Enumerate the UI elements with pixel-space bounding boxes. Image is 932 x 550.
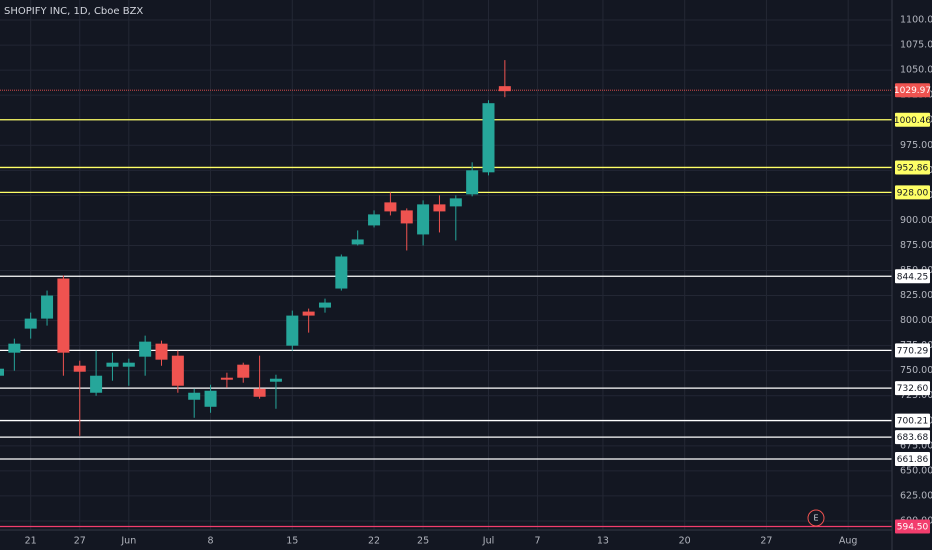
x-tick-label: 15 — [286, 536, 298, 547]
candles — [0, 60, 511, 436]
candle-body — [269, 378, 282, 382]
candle-body — [90, 375, 103, 393]
x-tick-label: Jun — [120, 536, 136, 547]
candle-body — [41, 295, 54, 319]
candle-body — [8, 343, 21, 353]
level-label: 700.21 — [897, 417, 929, 427]
candle-body — [253, 388, 266, 397]
y-tick-label: 1050.00 — [900, 65, 932, 76]
level-label-box — [895, 519, 930, 534]
candle-body — [400, 210, 413, 224]
level-label-box — [895, 112, 930, 127]
level-label-box — [895, 343, 930, 358]
y-tick-label: 750.00 — [900, 365, 932, 376]
earnings-icon[interactable] — [807, 509, 825, 527]
y-tick-label: 900.00 — [900, 215, 932, 226]
level-label: 683.68 — [897, 433, 929, 443]
y-tick-label: 650.00 — [900, 465, 932, 476]
candle-body — [0, 368, 4, 376]
y-tick-label: 675.00 — [900, 440, 932, 451]
level-label-box — [895, 452, 930, 467]
y-tick-label: 1100.00 — [900, 15, 932, 26]
x-tick-label: Aug — [839, 536, 858, 547]
x-tick-label: 22 — [368, 536, 380, 547]
candle-body — [286, 315, 299, 346]
candle-body — [368, 214, 381, 226]
x-tick-label: 25 — [417, 536, 429, 547]
x-tick-label: 7 — [535, 536, 541, 547]
candle-body — [122, 362, 135, 367]
candle-body — [417, 204, 430, 235]
candle-body — [335, 256, 348, 289]
candle-body — [73, 365, 86, 372]
level-label: 844.25 — [897, 272, 929, 282]
level-label-box — [895, 269, 930, 284]
x-tick-label: 21 — [25, 536, 37, 547]
level-label: 1029.97 — [894, 86, 931, 96]
level-label: 1000.46 — [894, 116, 931, 126]
level-label: 732.60 — [897, 384, 929, 394]
candle-body — [237, 364, 250, 378]
x-tick-label: Jul — [482, 536, 494, 547]
candle-body — [155, 343, 168, 360]
x-tick-label: 13 — [597, 536, 609, 547]
y-tick-label: 825.00 — [900, 290, 932, 301]
level-label-box — [895, 185, 930, 200]
level-label-box — [895, 160, 930, 175]
level-label: 928.00 — [897, 188, 929, 198]
level-label-box — [895, 413, 930, 428]
earnings-label[interactable]: E — [813, 514, 818, 523]
candle-body — [24, 318, 37, 329]
y-tick-label: 725.00 — [900, 390, 932, 401]
axis: 600.00625.00650.00675.00700.00725.00750.… — [25, 15, 932, 547]
level-label: 952.86 — [897, 163, 929, 173]
chart-title: SHOPIFY INC, 1D, Cboe BZX — [4, 6, 143, 17]
x-tick-label: 27 — [760, 536, 772, 547]
y-tick-label: 625.00 — [900, 490, 932, 501]
candle-body — [204, 390, 217, 407]
x-tick-label: 8 — [208, 536, 214, 547]
candle-body — [171, 355, 184, 386]
level-label-box — [895, 381, 930, 396]
y-tick-label: 1075.00 — [900, 40, 932, 51]
level-label: 594.50 — [897, 522, 929, 532]
level-label: 661.86 — [897, 455, 929, 465]
level-label: 770.29 — [897, 346, 929, 356]
candle-body — [498, 86, 511, 92]
candle-body — [302, 311, 315, 316]
candle-body — [449, 198, 462, 207]
candle-body — [384, 202, 397, 212]
candle-body — [188, 392, 201, 400]
candle-body — [220, 377, 233, 380]
candle-body — [433, 204, 446, 212]
candle-body — [466, 170, 479, 195]
candle-body — [106, 362, 119, 367]
level-label-box — [895, 430, 930, 445]
grid — [0, 0, 892, 530]
y-tick-label: 875.00 — [900, 240, 932, 251]
candle-body — [482, 103, 495, 173]
candle-body — [57, 278, 70, 353]
level-label-box — [895, 83, 930, 98]
x-tick-label: 27 — [74, 536, 86, 547]
y-tick-label: 800.00 — [900, 315, 932, 326]
candle-body — [319, 302, 331, 308]
y-tick-label: 975.00 — [900, 140, 932, 151]
x-tick-label: 20 — [679, 536, 691, 547]
candle-body — [351, 239, 364, 245]
candle-body — [139, 341, 152, 357]
